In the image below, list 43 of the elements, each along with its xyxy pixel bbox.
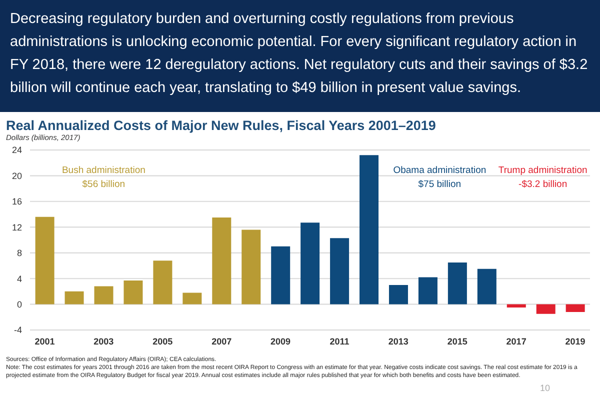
x-tick-label: 2007 [212, 336, 232, 346]
bar [448, 262, 467, 304]
x-tick-label: 2003 [94, 336, 114, 346]
text: 10 [540, 383, 550, 393]
y-tick-label: 0 [16, 299, 22, 310]
bar [506, 304, 526, 308]
bar [242, 230, 261, 304]
y-tick-label: 20 [12, 170, 22, 181]
bar [360, 155, 379, 304]
x-tick-label: 2009 [270, 336, 291, 346]
bar [94, 286, 114, 304]
annotation: Bush administration $56 billion [60, 164, 146, 192]
y-tick-label: 8 [16, 248, 22, 258]
bar [182, 292, 202, 304]
x-tick-label: 2005 [152, 336, 173, 346]
y-tick-label: 12 [12, 222, 22, 232]
y-tick-label: 16 [12, 196, 22, 207]
x-tick-label: 2017 [506, 336, 526, 346]
x-tick-label: 2011 [330, 336, 350, 346]
bar [330, 238, 350, 304]
x-tick-label: 2015 [447, 336, 468, 346]
annotation: Trump administration -$3.2 billion [497, 164, 588, 192]
bar [153, 260, 172, 304]
bar [566, 304, 585, 312]
x-tick-label: 2019 [565, 336, 586, 346]
y-tick-label: 24 [12, 145, 22, 156]
bar [124, 280, 143, 304]
bar [477, 268, 496, 304]
bar [388, 285, 408, 304]
bar [271, 246, 290, 304]
bar [35, 216, 54, 304]
bar [536, 304, 556, 314]
x-tick-label: 2013 [388, 336, 408, 346]
x-tick-label: 2001 [34, 336, 55, 346]
chart-title: Real Annualized Costs of Major New Rules, Fiscal Years 2001–2019 [5, 117, 437, 133]
bar [212, 218, 232, 304]
chart-subtitle: Decreasing regulatory burden and overturning costly regulations from previous administrations is unlocking economic potential. For every significant regulatory action in FY 2018, there were 12 deregulatory actions. Net regulatory cuts and their savings of $3.2 billion will continue each year, translating to $49 billion in present value savings. [0, 0, 600, 112]
annotation: Obama administration $75 billion [392, 164, 488, 192]
y-tick-label: 4 [16, 274, 22, 284]
bar [300, 222, 320, 304]
bar [64, 291, 84, 304]
y-tick-label: -4 [14, 325, 22, 336]
bar [418, 277, 438, 304]
